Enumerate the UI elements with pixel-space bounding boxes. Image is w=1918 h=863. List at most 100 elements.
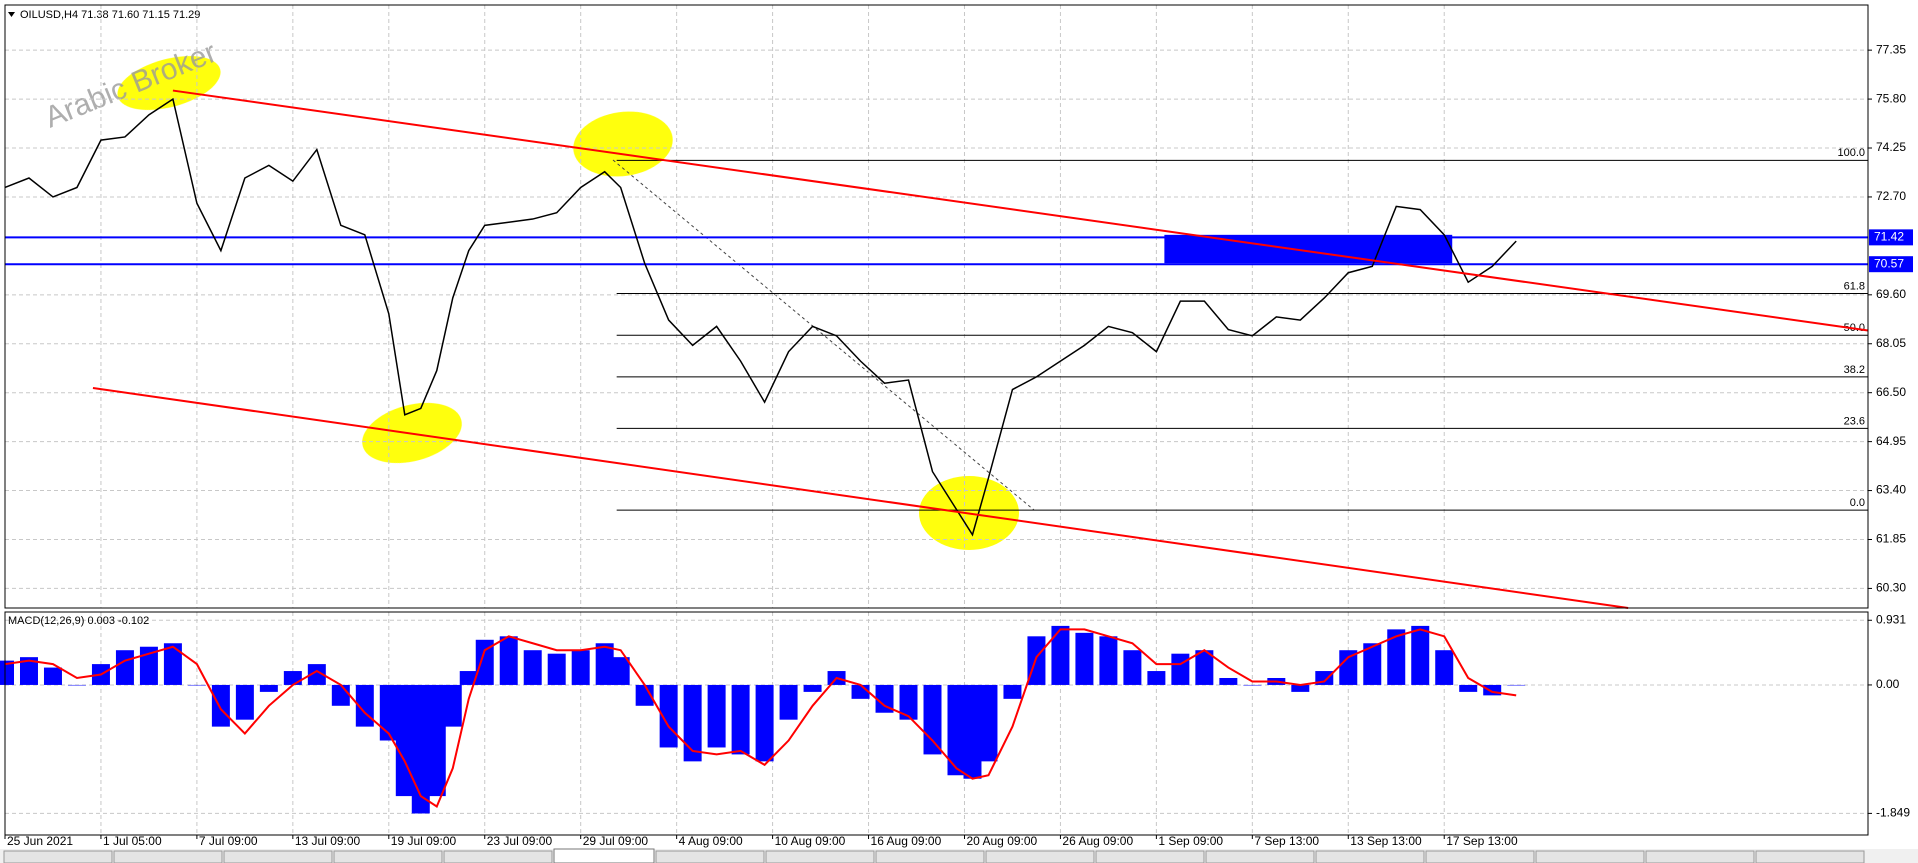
tab[interactable] bbox=[985, 850, 1095, 863]
tab[interactable] bbox=[1315, 850, 1425, 863]
macd-bar bbox=[475, 639, 494, 685]
macd-bar bbox=[411, 684, 430, 814]
x-tick-label: 4 Aug 09:00 bbox=[679, 834, 743, 848]
y-tick-label: 64.95 bbox=[1876, 434, 1906, 448]
macd-bar bbox=[1171, 653, 1190, 685]
macd-bar bbox=[1291, 684, 1310, 692]
macd-bar bbox=[851, 684, 870, 699]
pane-frame bbox=[4, 4, 1869, 609]
macd-bar bbox=[611, 657, 630, 685]
header: OILUSD,H4 71.38 71.60 71.15 71.29 bbox=[20, 9, 200, 21]
tab[interactable] bbox=[3, 850, 113, 863]
level-label-bg bbox=[1869, 256, 1913, 273]
macd-bar bbox=[1243, 684, 1262, 686]
macd-bar bbox=[259, 684, 278, 692]
fib-label: 61.8 bbox=[1844, 280, 1865, 292]
header-icon bbox=[8, 12, 15, 17]
macd-bar bbox=[1147, 671, 1166, 685]
macd-bar bbox=[779, 684, 798, 720]
channel-line bbox=[92, 386, 1629, 609]
macd-bar bbox=[499, 636, 518, 685]
macd-bar bbox=[1459, 684, 1478, 692]
macd-bar bbox=[523, 650, 542, 685]
macd-bar bbox=[235, 684, 254, 720]
macd-bar bbox=[979, 684, 998, 762]
macd-bar bbox=[379, 684, 398, 741]
macd-bar bbox=[443, 684, 462, 727]
macd-bar bbox=[1435, 650, 1454, 685]
tab-active[interactable] bbox=[553, 848, 655, 863]
tab[interactable] bbox=[875, 850, 985, 863]
x-tick-label: 16 Aug 09:00 bbox=[871, 834, 942, 848]
macd-bar bbox=[1195, 650, 1214, 685]
x-tick-label: 10 Aug 09:00 bbox=[775, 834, 846, 848]
y-tick-label: 60.30 bbox=[1876, 581, 1906, 595]
tab[interactable] bbox=[113, 850, 223, 863]
fib-label: 100.0 bbox=[1837, 147, 1865, 159]
macd-bar bbox=[427, 684, 446, 797]
zone bbox=[1164, 234, 1453, 264]
macd-bar bbox=[707, 684, 726, 748]
macd-bar bbox=[139, 646, 158, 685]
y-tick-label: 77.35 bbox=[1876, 42, 1906, 56]
macd-bar bbox=[19, 657, 38, 685]
macd-bar bbox=[1363, 643, 1382, 685]
macd-bar bbox=[187, 684, 206, 686]
x-tick-label: 23 Jul 09:00 bbox=[487, 834, 553, 848]
macd-bar bbox=[1507, 684, 1526, 686]
tab[interactable] bbox=[1755, 850, 1865, 863]
macd-bar bbox=[307, 664, 326, 685]
y-tick-label: -1.849 bbox=[1876, 806, 1910, 820]
tab[interactable] bbox=[1205, 850, 1315, 863]
tab[interactable] bbox=[443, 850, 553, 863]
tab[interactable] bbox=[1645, 850, 1755, 863]
macd-bar bbox=[1483, 684, 1502, 696]
tab[interactable] bbox=[1095, 850, 1205, 863]
y-tick-label: 0.931 bbox=[1876, 612, 1906, 626]
macd-bar bbox=[163, 643, 182, 685]
x-tick-label: 25 Jun 2021 bbox=[7, 834, 73, 848]
macd-bar bbox=[1123, 650, 1142, 685]
macd-bar bbox=[1051, 625, 1070, 685]
x-tick-label: 19 Jul 09:00 bbox=[391, 834, 457, 848]
macd-bar bbox=[731, 684, 750, 755]
macd-bar bbox=[571, 650, 590, 685]
y-tick-label: 61.85 bbox=[1876, 532, 1906, 546]
macd-bar bbox=[1075, 632, 1094, 685]
x-tick-label: 13 Sep 13:00 bbox=[1350, 834, 1422, 848]
tab[interactable] bbox=[765, 850, 875, 863]
macd-bar bbox=[115, 650, 134, 685]
tab[interactable] bbox=[655, 850, 765, 863]
x-tick-label: 1 Jul 05:00 bbox=[103, 834, 162, 848]
fib-label: 0.0 bbox=[1850, 497, 1865, 509]
pane-title: MACD(12,26,9) 0.003 -0.102 bbox=[8, 615, 149, 627]
macd-bar bbox=[875, 684, 894, 713]
y-tick-label: 66.50 bbox=[1876, 385, 1906, 399]
tab[interactable] bbox=[223, 850, 333, 863]
macd-bar bbox=[67, 684, 86, 686]
macd-bar bbox=[547, 653, 566, 685]
x-tick-label: 7 Sep 13:00 bbox=[1254, 834, 1319, 848]
macd-bar bbox=[283, 671, 302, 685]
y-tick-label: 0.00 bbox=[1876, 677, 1900, 691]
tab-bar bbox=[0, 848, 1918, 863]
x-tick-label: 20 Aug 09:00 bbox=[966, 834, 1037, 848]
macd-bar bbox=[395, 684, 414, 797]
macd-bar bbox=[1099, 636, 1118, 685]
level-label-bg bbox=[1869, 229, 1913, 246]
macd-bar bbox=[1387, 629, 1406, 685]
y-tick-label: 63.40 bbox=[1876, 483, 1906, 497]
tab[interactable] bbox=[333, 850, 443, 863]
fib-label: 38.2 bbox=[1844, 364, 1865, 376]
macd-bar bbox=[595, 643, 614, 685]
y-tick-label: 69.60 bbox=[1876, 287, 1906, 301]
macd-bar bbox=[0, 660, 14, 685]
tab[interactable] bbox=[1425, 850, 1535, 863]
y-tick-label: 72.70 bbox=[1876, 189, 1906, 203]
fib-label: 23.6 bbox=[1844, 415, 1865, 427]
macd-bar bbox=[963, 684, 982, 779]
tab[interactable] bbox=[1535, 850, 1645, 863]
highlight bbox=[117, 56, 221, 110]
macd-bar bbox=[635, 684, 654, 706]
